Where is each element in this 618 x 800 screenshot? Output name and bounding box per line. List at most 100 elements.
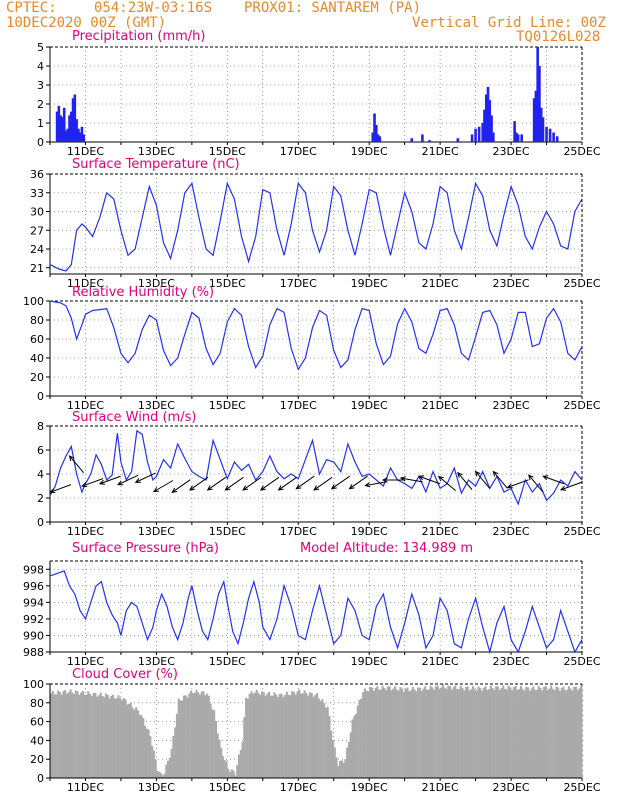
cloud-bar bbox=[527, 687, 530, 778]
cloud-bar bbox=[312, 696, 315, 778]
cloud-bar bbox=[257, 693, 260, 778]
cloud-bar bbox=[459, 685, 462, 778]
pressure-ytick-label: 996 bbox=[23, 580, 44, 593]
cloud-bar bbox=[362, 692, 365, 778]
cloud-bar bbox=[126, 704, 129, 778]
precip-bar bbox=[520, 134, 524, 142]
cloud-bar bbox=[177, 698, 180, 778]
cloud-bar bbox=[243, 717, 246, 778]
cloud-bar bbox=[186, 697, 189, 778]
precip-bar bbox=[492, 132, 495, 142]
cloud-bar bbox=[390, 690, 393, 778]
cloud-bar bbox=[159, 772, 163, 778]
wind-arrow-head bbox=[364, 482, 371, 488]
cloud-bar bbox=[358, 699, 361, 778]
cloud-bar bbox=[528, 690, 531, 778]
wind-series-line bbox=[49, 429, 583, 506]
cloud-bar bbox=[158, 771, 161, 778]
cloud-bar bbox=[195, 689, 198, 778]
cloud-bar bbox=[55, 694, 58, 778]
wind-arrow-head bbox=[330, 484, 337, 490]
cloud-bar bbox=[466, 686, 469, 778]
precip-bar bbox=[470, 134, 474, 142]
cloud-bar bbox=[227, 768, 230, 778]
precip-bar bbox=[481, 123, 484, 142]
cloud-bar bbox=[468, 690, 471, 778]
wind-ytick-label: 4 bbox=[37, 468, 44, 481]
cloud-bar bbox=[456, 689, 459, 778]
cloud-bar bbox=[80, 692, 83, 778]
precip-bar bbox=[548, 128, 552, 142]
precip-title: Precipitation (mm/h) bbox=[72, 29, 205, 44]
cloud-bar bbox=[67, 692, 70, 778]
pressure-annotation: Model Altitude: 134.989 m bbox=[300, 541, 473, 556]
cloud-bar bbox=[211, 709, 214, 778]
cloud-bar bbox=[181, 700, 184, 778]
cloud-bar bbox=[514, 686, 517, 778]
cloud-bar bbox=[502, 685, 505, 778]
cloud-bar bbox=[544, 686, 547, 778]
cloud-bar bbox=[300, 693, 303, 778]
cloud-bar bbox=[273, 692, 276, 778]
cloud-bar bbox=[558, 690, 562, 778]
cloud-bar bbox=[143, 725, 147, 778]
cloud-bar bbox=[301, 693, 304, 778]
wind-arrow bbox=[560, 481, 582, 491]
precip-xtick-label: 13DEC bbox=[138, 145, 175, 158]
temp-ytick-label: 27 bbox=[30, 224, 44, 237]
cloud-bar bbox=[339, 761, 342, 778]
cloud-bar bbox=[388, 686, 391, 778]
wind-ytick-label: 2 bbox=[37, 492, 44, 505]
header-coords: 054:23W-03:16S bbox=[94, 0, 213, 16]
cloud-ytick-label: 60 bbox=[30, 716, 44, 729]
wind-arrow bbox=[438, 476, 456, 492]
cloud-bar bbox=[57, 690, 60, 778]
precip-bar bbox=[484, 94, 488, 142]
wind-arrow bbox=[207, 476, 226, 491]
cloud-xtick-label: 25DEC bbox=[563, 781, 600, 794]
cloud-bar bbox=[291, 691, 294, 778]
precip-xtick-label: 19DEC bbox=[351, 145, 388, 158]
cloud-bar bbox=[440, 687, 443, 778]
precip-bar bbox=[378, 136, 382, 142]
cloud-bar bbox=[417, 687, 420, 778]
wind-arrow bbox=[50, 484, 72, 493]
wind-arrow-head bbox=[49, 488, 56, 494]
cloud-bar bbox=[246, 698, 249, 778]
cloud-bar bbox=[119, 698, 122, 778]
cloud-bar bbox=[131, 707, 134, 778]
cloud-bar bbox=[436, 685, 439, 778]
cloud-bar bbox=[404, 688, 407, 778]
rh-ytick-label: 100 bbox=[23, 295, 44, 308]
cloud-bar bbox=[564, 690, 567, 778]
wind-arrow-head bbox=[206, 485, 213, 491]
cloud-bar bbox=[550, 685, 553, 778]
precip-ytick-label: 3 bbox=[37, 79, 44, 92]
cloud-bar bbox=[232, 770, 235, 778]
cloud-bar bbox=[383, 688, 386, 778]
cloud-bar bbox=[266, 693, 269, 778]
cloud-bar bbox=[92, 692, 95, 778]
pressure-xtick-label: 19DEC bbox=[351, 655, 388, 668]
cloud-bar bbox=[200, 691, 203, 778]
cloud-ytick-label: 40 bbox=[30, 734, 44, 747]
cloud-bar bbox=[104, 693, 108, 778]
wind-arrow-head bbox=[152, 487, 159, 493]
precip-bar bbox=[552, 132, 555, 142]
cloud-bar bbox=[330, 730, 333, 778]
wind-arrow-head bbox=[381, 477, 388, 483]
cloud-bar bbox=[230, 769, 233, 778]
pressure-xtick-label: 25DEC bbox=[563, 655, 600, 668]
cloud-bar bbox=[331, 740, 335, 778]
pressure-xtick-label: 15DEC bbox=[209, 655, 246, 668]
wind-arrow bbox=[313, 476, 333, 491]
cloud-bar bbox=[401, 688, 404, 778]
cloud-bar bbox=[433, 689, 436, 778]
precip-bar bbox=[373, 113, 376, 142]
cloud-bar bbox=[305, 693, 308, 778]
cloud-bar bbox=[555, 686, 558, 778]
cloud-bar bbox=[424, 686, 427, 778]
cloud-bar bbox=[447, 685, 450, 778]
cloud-bar bbox=[97, 695, 100, 778]
wind-arrow-head bbox=[277, 485, 284, 491]
